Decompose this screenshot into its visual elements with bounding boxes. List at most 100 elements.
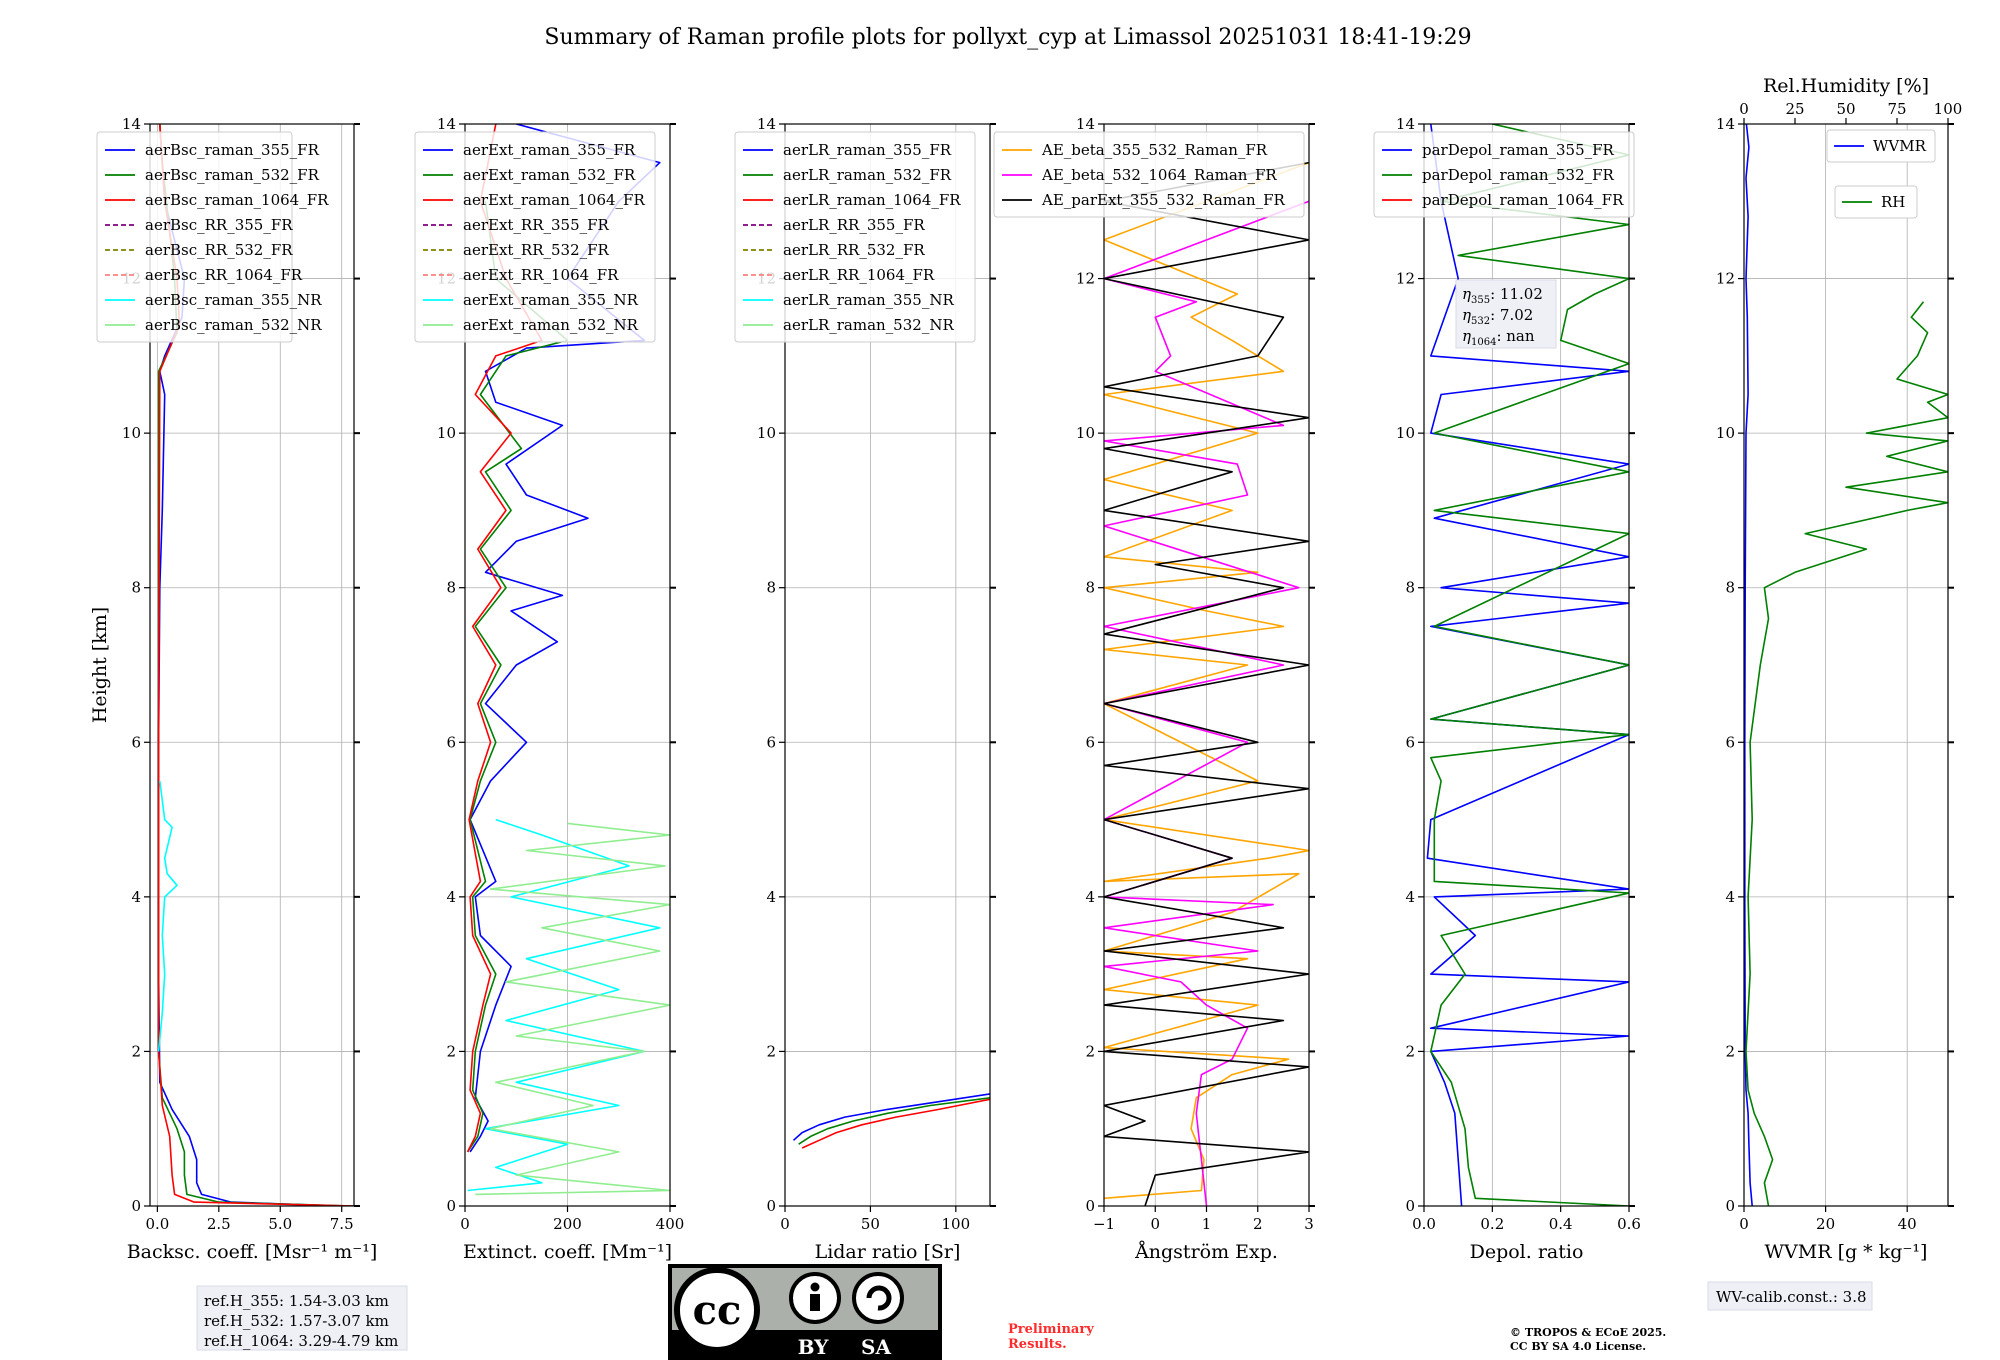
ytick-label-ae-7: 14 [1076,115,1095,133]
series-line-ext-4 [475,822,670,1196]
series-line-wv-0 [1744,124,1753,1206]
series-group-depol [1426,124,1629,1206]
series-group-ext [466,124,670,1196]
ref-height-box-bg [196,1285,408,1351]
legend-bg-bsc [96,131,293,343]
legend-label-bsc-5: aerBsc_RR_1064_FR [145,266,303,284]
legend-depol[interactable]: parDepol_raman_355_FR parDepol_raman_532_… [1373,131,1635,218]
ytick-label-ae-1: 2 [1085,1042,1095,1060]
wv-calib-text: WV-calib.const.: 3.8 [1716,1288,1867,1306]
legend-label-ext-4: aerExt_RR_532_FR [463,241,610,259]
axes-frame-wv [1743,123,1949,1207]
wv-calib-box: WV-calib.const.: 3.8 [1707,1281,1873,1311]
ytick-label-depol-7: 14 [1396,115,1415,133]
x-axis-label-wv: WVMR [g * kg⁻¹] [1765,1241,1928,1263]
legend-label-depol-0: parDepol_raman_355_FR [1422,141,1615,159]
eta-symbol-2: η [1462,327,1471,345]
xtick-label-ext-2: 400 [656,1215,685,1233]
x-axis-label-depol: Depol. ratio [1470,1241,1584,1263]
ref-height-355: ref.H_355: 1.54-3.03 km [204,1292,389,1310]
ytick-label-ext-2: 4 [446,888,456,906]
xtick-label-lr-0: 0 [780,1215,790,1233]
legend-bg-ext [414,131,656,343]
xtick-label-ae-0: −1 [1093,1215,1115,1233]
eta-sub-1: 532 [1471,316,1490,327]
series-line-lr-2 [801,1098,990,1149]
legend-bsc[interactable]: aerBsc_raman_355_FR aerBsc_raman_532_FRae… [96,131,329,343]
x2-axis-label-wv: Rel.Humidity [%] [1763,75,1929,97]
eta-value-0: : 11.02 [1490,285,1543,303]
ref-height-box: ref.H_355: 1.54-3.03 km ref.H_532: 1.57-… [196,1285,408,1351]
axes-frame-bsc [149,123,355,1207]
ytick-label-ae-5: 10 [1076,424,1095,442]
ytick-label-ext-4: 8 [446,579,456,597]
cc-logo-text: cc [693,1287,742,1334]
ytick-label-lr-0: 0 [766,1197,776,1215]
cc-by-sa-badge[interactable]: cc BY SA [668,1264,942,1360]
panel-lr: 02468101214050100Lidar ratio [Sr]aerLR_r… [734,115,996,1263]
ytick-label-lr-3: 6 [766,733,776,751]
x2tick-label-wv-3: 75 [1887,100,1906,118]
legend-ext[interactable]: aerExt_raman_355_FR aerExt_raman_532_FRae… [414,131,656,343]
ytick-label-lr-4: 8 [766,579,776,597]
legend-label-lr-6: aerLR_raman_355_NR [783,291,954,309]
ytick-label-wv-2: 4 [1725,888,1735,906]
series-line-bsc-3 [157,780,178,1052]
ref-height-1064: ref.H_1064: 3.29-4.79 km [204,1332,398,1350]
ytick-label-bsc-7: 14 [122,115,141,133]
ytick-label-bsc-4: 8 [131,579,141,597]
eta-line-2: η1064: nan [1462,327,1535,348]
xtick-label-depol-1: 0.2 [1480,1215,1504,1233]
xtick-label-depol-2: 0.4 [1549,1215,1573,1233]
copyright-line2: CC BY SA 4.0 License. [1510,1340,1646,1353]
series-line-wv-1 [1745,301,1948,1206]
cc-by-label: BY [798,1335,830,1359]
ytick-label-depol-4: 8 [1405,579,1415,597]
series-line-ae-1 [1104,200,1309,1206]
legend-label-lr-5: aerLR_RR_1064_FR [783,266,935,284]
xtick-label-bsc-3: 7.5 [330,1215,354,1233]
y-axis-label-bsc: Height [km] [89,607,111,723]
ytick-label-wv-5: 10 [1716,424,1735,442]
series-line-lr-1 [798,1097,990,1145]
ytick-label-ext-1: 2 [446,1042,456,1060]
legend-label-depol-2: parDepol_raman_1064_FR [1422,191,1624,209]
ytick-label-bsc-3: 6 [131,733,141,751]
panel-depol: 0 2 4 6 8 10 12 14 0.0 0.2 0.4 0.6 Depol. ratio parDe… [1373,115,1641,1263]
ytick-label-bsc-2: 4 [131,888,141,906]
axes-frame-depol [1423,123,1630,1207]
ytick-label-bsc-1: 2 [131,1042,141,1060]
series-line-ext-3 [467,818,661,1192]
legend-label-ext-5: aerExt_RR_1064_FR [463,266,619,284]
x-axis-label-ae: Ångström Exp. [1134,1241,1278,1263]
ytick-label-ae-0: 0 [1085,1197,1095,1215]
series-group-wv [1744,124,1948,1206]
ytick-label-bsc-0: 0 [131,1197,141,1215]
ytick-label-wv-3: 6 [1725,733,1735,751]
eta-sub-2: 1064 [1471,337,1496,348]
eta-sub-0: 355 [1471,295,1490,306]
legend-label-lr-4: aerLR_RR_532_FR [783,241,925,259]
xtick-label-ae-2: 1 [1202,1215,1212,1233]
x-axis-label-ext: Extinct. coeff. [Mm⁻¹] [463,1241,672,1263]
xtick-label-depol-0: 0.0 [1412,1215,1436,1233]
series-group-ae [1104,161,1309,1206]
eta-annotation-bg [1455,279,1557,349]
legend-lr[interactable]: aerLR_raman_355_FR aerLR_raman_532_FR aerL… [734,131,976,343]
x2tick-label-wv-1: 25 [1785,100,1804,118]
legend-label-rh: RH [1881,193,1905,211]
legend-label-ae-0: AE_beta_355_532_Raman_FR [1041,141,1268,159]
legend-label-bsc-6: aerBsc_raman_355_NR [145,291,322,309]
legend-ae[interactable]: AE_beta_355_532_Raman_FR AE_beta_532_1064… [993,131,1305,218]
axes-frame-lr [784,123,991,1207]
legend-bg-rh [1834,185,1918,219]
x2tick-label-wv-0: 0 [1739,100,1749,118]
legend-label-ext-1: aerExt_raman_532_FR [463,166,636,184]
eta-value-2: : nan [1496,327,1534,345]
legend-label-ext-3: aerExt_RR_355_FR [463,216,610,234]
x2tick-label-wv-4: 100 [1934,100,1963,118]
legend-rh[interactable]: RH [1834,185,1918,219]
legend-wvmr[interactable]: WVMR [1826,129,1936,163]
